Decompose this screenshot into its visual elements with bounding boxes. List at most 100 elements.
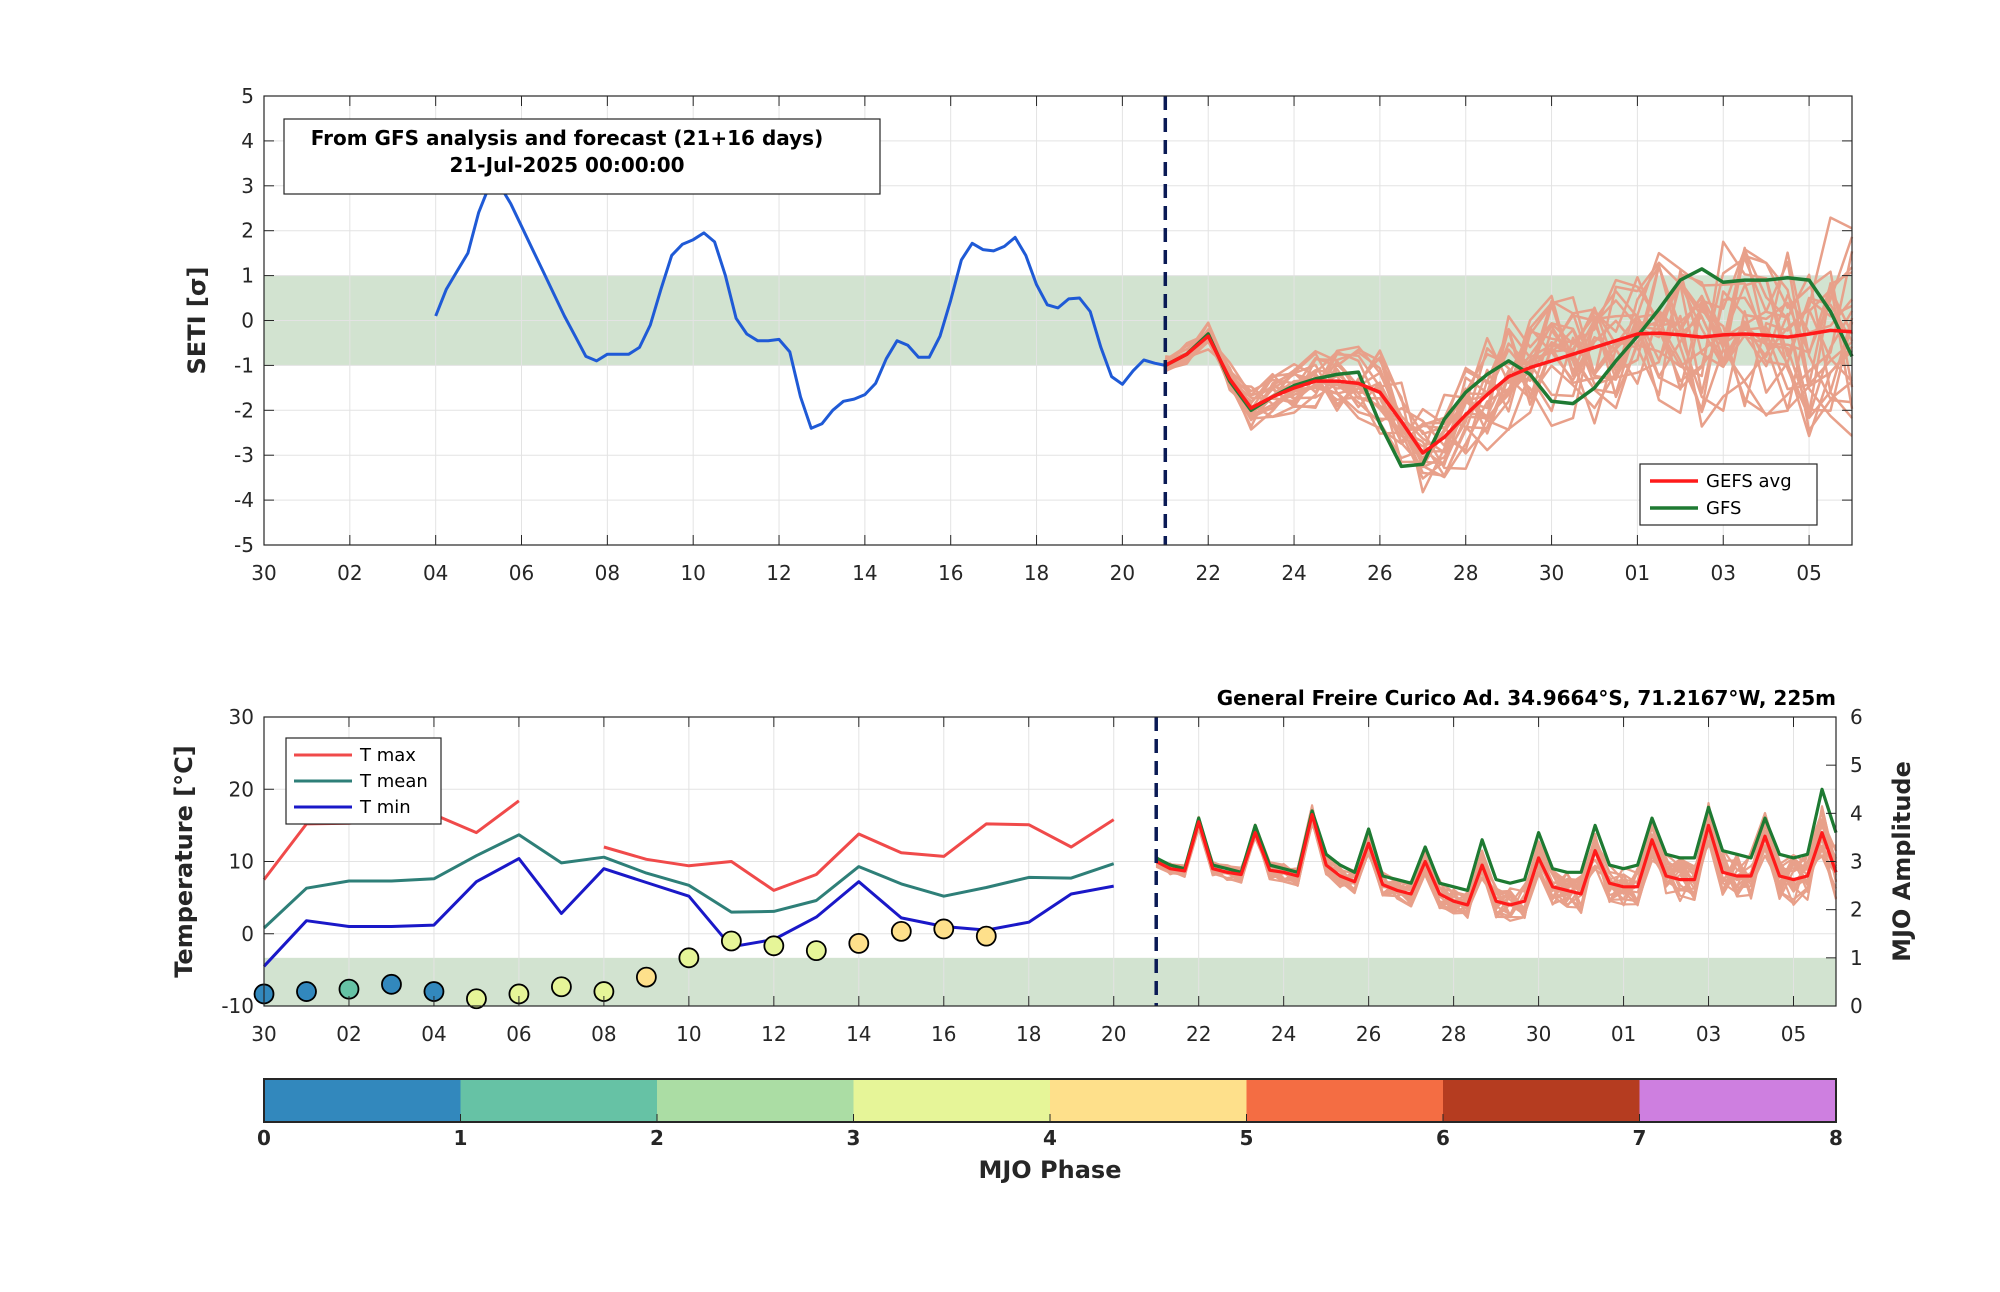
colorbar-segment [460,1079,658,1122]
x-tick-label: 30 [251,561,276,585]
mjo-point [848,932,870,954]
station-title: General Freire Curico Ad. 34.9664°S, 71.… [1217,686,1836,710]
x-tick-label: 18 [1024,561,1049,585]
x-tick-label: 06 [506,1022,531,1046]
x-tick-label: 30 [1526,1022,1551,1046]
x-tick-label: 01 [1625,561,1650,585]
y-tick-label: -4 [234,488,254,512]
x-tick-label: 20 [1110,561,1135,585]
ensemble-member-line [1155,807,1838,917]
y-tick-label: 1 [241,264,254,288]
legend-label-tmin: T min [359,797,411,818]
colorbar-segment [1050,1079,1247,1122]
x-tick-label: 12 [761,1022,786,1046]
y-tick-label: 0 [241,922,254,946]
y-tick-label: 5 [241,84,254,108]
y-tick-label: -1 [234,353,254,377]
x-tick-label: 10 [676,1022,701,1046]
mjo-point [720,930,742,952]
legend-label-gefs-avg: GEFS avg [1706,471,1792,492]
x-tick-label: 01 [1611,1022,1636,1046]
mjo-point [338,978,360,1000]
x-tick-label: 08 [595,561,620,585]
y-tick-label: 3 [241,174,254,198]
mjo-point [381,973,402,995]
x-tick-label: 02 [337,561,362,585]
observed-seti-line [434,184,1166,430]
x-tick-label: 30 [251,1022,276,1046]
legend-label-gfs: GFS [1706,498,1741,519]
mjo-point [763,935,785,957]
x-tick-label: 06 [509,561,534,585]
gfs-temperature-line [1155,787,1838,893]
info-box [283,118,881,195]
y-tick-label: 10 [229,850,254,874]
y-axis-label-right: MJO Amplitude [1888,761,1916,962]
tmax-line [603,818,1115,892]
mjo-phase-colorbar: 0 1 2 3 4 5 6 7 8 MJO Phase [257,1078,1843,1184]
colorbar-segment [264,1079,461,1122]
x-tick-label: 08 [591,1022,616,1046]
mjo-point [551,976,572,998]
x-tick-label: 02 [336,1022,361,1046]
colorbar-segment [1639,1079,1837,1122]
y-right-tick-label: 0 [1850,994,1863,1018]
colorbar-segment [1443,1079,1640,1122]
y-right-tick-label: 3 [1850,850,1863,874]
tmean-line [262,833,1115,930]
colorbar-tick-label: 0 [257,1126,271,1150]
colorbar-tick-label: 2 [650,1126,664,1150]
colorbar-tick-label: 4 [1043,1126,1057,1150]
x-tick-label: 24 [1271,1022,1296,1046]
x-tick-label: 18 [1016,1022,1041,1046]
x-tick-label: 05 [1781,1022,1806,1046]
ensemble-member-line [1164,240,1853,467]
colorbar-segment [1246,1079,1444,1122]
x-tick-label: 22 [1186,1022,1211,1046]
mjo-point [296,981,317,1002]
x-tick-label: 20 [1101,1022,1126,1046]
x-tick-label: 03 [1696,1022,1721,1046]
colorbar-segment [657,1079,854,1122]
colorbar-label: MJO Phase [978,1156,1121,1184]
x-tick-label: 03 [1711,561,1736,585]
y-tick-label: 2 [241,219,254,243]
colorbar-tick-label: 5 [1240,1126,1254,1150]
info-box-line-2: 21-Jul-2025 00:00:00 [449,153,684,177]
ensemble-member-line [1165,260,1854,477]
mjo-point [805,940,827,962]
tmin-line [262,857,1114,968]
x-tick-label: 30 [1539,561,1564,585]
x-tick-label: 28 [1441,1022,1466,1046]
y-right-tick-label: 2 [1850,898,1863,922]
y-tick-label: -3 [234,443,254,467]
y-axis-label: Temperature [°C] [170,745,198,978]
y-tick-label: -2 [234,398,254,422]
x-tick-label: 14 [846,1022,871,1046]
x-tick-label: 24 [1281,561,1306,585]
x-tick-label: 16 [938,561,963,585]
y-right-tick-label: 4 [1850,801,1863,825]
x-tick-label: 04 [423,561,448,585]
x-tick-label: 04 [421,1022,446,1046]
x-tick-label: 26 [1356,1022,1381,1046]
legend-label-tmax: T max [359,745,416,766]
x-tick-label: 10 [680,561,705,585]
y-tick-label: 4 [241,129,254,153]
y-right-tick-label: 6 [1850,705,1863,729]
colorbar-tick-label: 6 [1436,1126,1450,1150]
y-right-tick-label: 5 [1850,753,1863,777]
legend-box [1639,463,1818,526]
y-tick-label: 30 [229,705,254,729]
ensemble-member-line [1164,272,1854,453]
x-tick-label: 14 [852,561,877,585]
gefs-avg-temperature-line [1155,812,1838,907]
y-tick-label: -5 [234,533,254,557]
legend-label-tmean: T mean [359,771,428,792]
mjo-point [890,920,912,942]
colorbar-segment [853,1079,1051,1122]
x-tick-label: 28 [1453,561,1478,585]
mjo-point [975,925,997,947]
